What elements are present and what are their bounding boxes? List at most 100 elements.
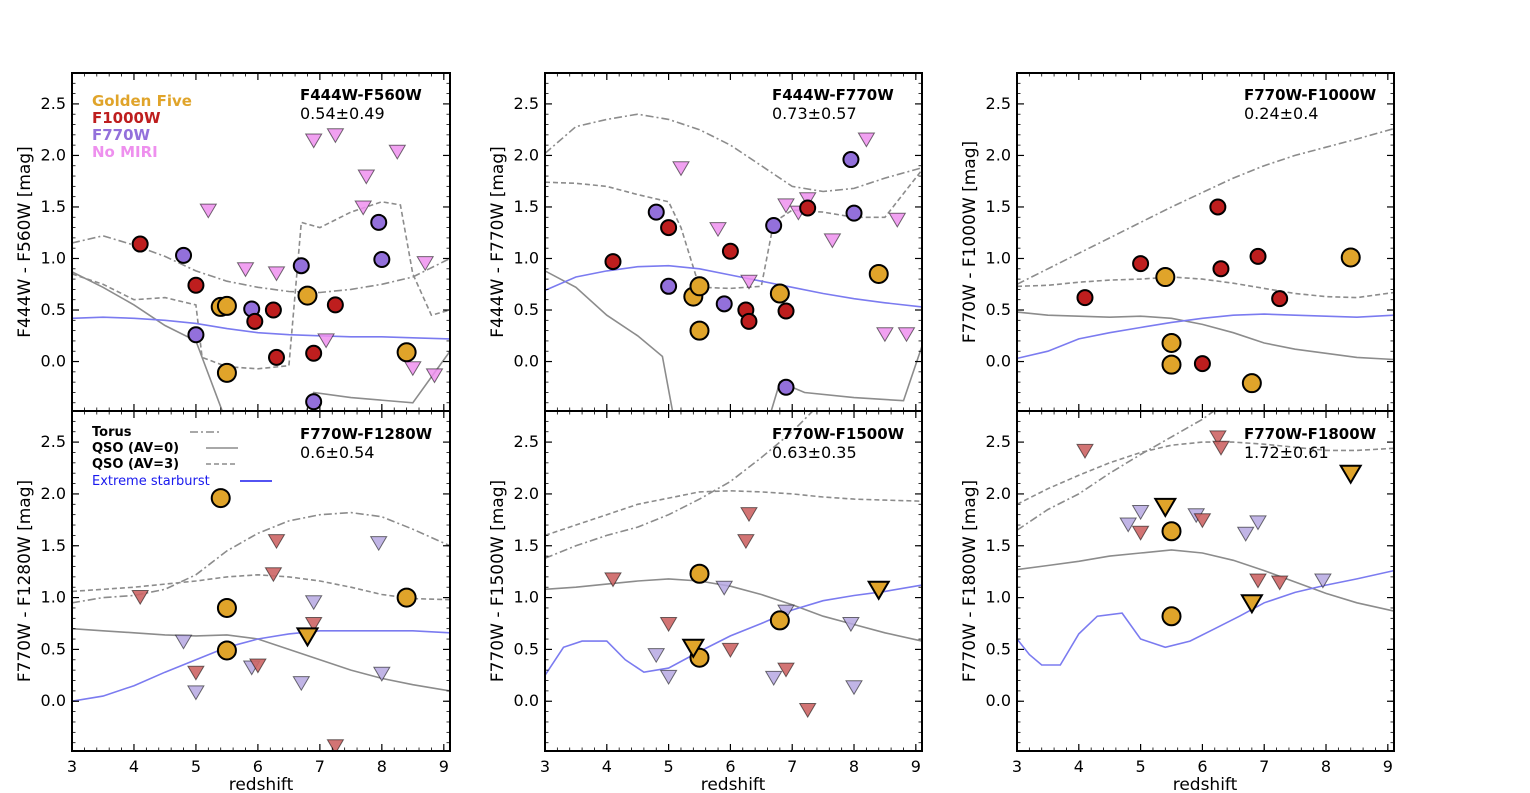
f1000w-limit <box>304 617 323 633</box>
y-tick-label: 0.0 <box>986 691 1011 710</box>
x-tick-label: 9 <box>911 757 921 776</box>
golden-five-point <box>769 283 790 304</box>
y-tick-label: 1.5 <box>514 536 539 555</box>
golden-five-point <box>216 597 237 618</box>
axis-ticks: 3 4 5 6 7 8 9 0.0 0.5 1.0 1.5 2.0 2.5 <box>41 411 450 776</box>
model-curves <box>72 200 450 411</box>
f1000w-limit <box>264 567 283 583</box>
qso-av3-curve <box>72 573 450 601</box>
f770w-point <box>845 204 863 222</box>
f770w-limit <box>292 676 311 692</box>
qso-av3-curve <box>545 489 922 537</box>
no-miri-limit <box>403 361 422 377</box>
f770w-limit <box>369 536 388 552</box>
y-tick-label: 1.0 <box>986 248 1011 267</box>
golden-five-point <box>1161 521 1182 542</box>
f770w-point <box>647 203 665 221</box>
golden-five-point <box>210 488 231 509</box>
y-axis-label: F770W - F1000W [mag] <box>960 141 980 343</box>
legend-f770w: F770W <box>92 126 151 144</box>
x-tick-label: 5 <box>191 757 201 776</box>
f770w-point <box>187 326 205 344</box>
x-tick-label: 3 <box>1012 757 1022 776</box>
y-tick-label: 2.0 <box>986 145 1011 164</box>
legend-qso-av0: QSO (AV=0) <box>92 441 179 456</box>
f770w-point <box>765 217 783 235</box>
golden-five-point <box>396 342 417 363</box>
no-miri-limit <box>357 169 376 185</box>
panel-stat: 0.73±0.57 <box>772 104 857 123</box>
no-miri-limit <box>236 262 255 278</box>
starburst-curve <box>545 584 922 676</box>
y-tick-label: 0.5 <box>514 300 539 319</box>
f1000w-point <box>264 301 282 319</box>
starburst-curve <box>72 316 450 340</box>
y-tick-label: 0.5 <box>986 639 1011 658</box>
f770w-limit <box>1314 573 1332 589</box>
no-miri-limit <box>709 222 727 238</box>
starburst-curve <box>1017 313 1394 360</box>
f1000w-point <box>740 312 758 330</box>
x-tick-label: 5 <box>664 757 674 776</box>
f770w-limit <box>764 670 783 686</box>
data-points <box>131 128 444 411</box>
f1000w-point <box>604 253 622 271</box>
f770w-limit <box>1131 505 1150 521</box>
f1000w-point <box>721 242 739 260</box>
golden-five-limit <box>1240 594 1264 615</box>
axes-frame <box>71 410 451 752</box>
y-tick-label: 1.5 <box>41 536 66 555</box>
x-tick-label: 8 <box>1321 757 1331 776</box>
x-tick-label: 9 <box>1383 757 1393 776</box>
starburst-curve <box>72 630 450 702</box>
y-tick-label: 2.5 <box>41 432 66 451</box>
x-axis-label: redshift <box>701 775 766 793</box>
y-tick-label: 1.5 <box>986 197 1011 216</box>
no-miri-limit <box>416 256 435 272</box>
f1000w-point <box>1193 355 1211 373</box>
f770w-limit <box>1249 515 1267 531</box>
model-curves <box>1017 411 1394 666</box>
qso-av0-curve <box>1017 549 1394 612</box>
x-tick-label: 6 <box>1197 757 1207 776</box>
f1000w-limit <box>659 617 678 633</box>
no-miri-limit <box>317 333 335 349</box>
y-tick-label: 0.5 <box>514 639 539 658</box>
qso-av0-curve <box>1017 311 1394 361</box>
f1000w-point <box>799 199 817 217</box>
y-axis-label: F770W - F1500W [mag] <box>488 480 508 682</box>
golden-five-point <box>689 276 710 297</box>
torus-curve <box>72 234 450 294</box>
axes-frame <box>544 72 923 412</box>
golden-five-limit <box>866 580 891 601</box>
f1000w-limit <box>1249 573 1267 589</box>
panel-f770w-f1800w: 3 4 5 6 7 8 9 0.0 0.5 1.0 1.5 2.0 2.5 F770W-F1800W 1… <box>960 410 1395 793</box>
f1000w-limit <box>131 590 150 606</box>
x-tick-label: 8 <box>849 757 859 776</box>
panel-stat: 1.72±0.61 <box>1244 443 1329 462</box>
golden-five-point <box>1241 373 1262 394</box>
qso-av0-curve <box>72 271 450 411</box>
panel-stat: 0.63±0.35 <box>772 443 857 462</box>
y-tick-label: 1.0 <box>41 588 66 607</box>
f1000w-point <box>1271 290 1289 308</box>
data-points <box>1076 430 1363 627</box>
y-tick-label: 0.5 <box>41 639 66 658</box>
model-curves <box>1017 127 1394 361</box>
f1000w-point <box>1212 260 1230 278</box>
x-tick-label: 8 <box>377 757 387 776</box>
f770w-point <box>842 151 860 169</box>
x-tick-label: 3 <box>67 757 77 776</box>
y-tick-label: 1.0 <box>41 248 66 267</box>
f770w-limit <box>174 634 193 650</box>
model-curves <box>72 511 450 702</box>
qso-av3-curve <box>1017 276 1394 299</box>
f1000w-limit <box>721 642 740 658</box>
golden-five-point <box>1340 247 1361 268</box>
torus-curve <box>545 411 814 559</box>
axis-ticks: 0.0 0.5 1.0 1.5 2.0 2.5 <box>514 73 922 411</box>
f1000w-point <box>326 296 344 314</box>
y-tick-label: 1.5 <box>986 536 1011 555</box>
axis-ticks: 3 4 5 6 7 8 9 0.0 0.5 1.0 1.5 2.0 2.5 <box>514 411 922 776</box>
golden-five-point <box>216 362 237 383</box>
